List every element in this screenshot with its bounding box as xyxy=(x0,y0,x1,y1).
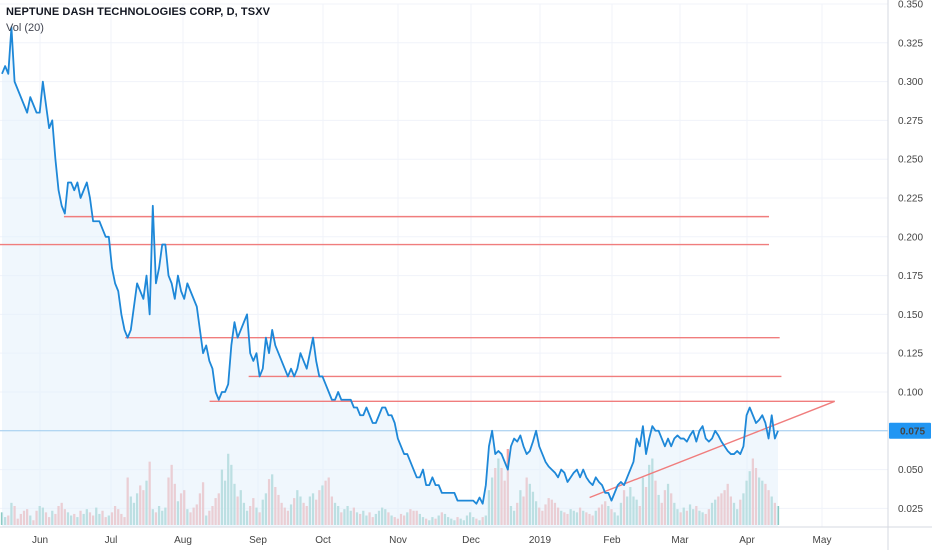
x-tick-label: Sep xyxy=(249,535,267,546)
price-series xyxy=(1,26,779,505)
y-tick-label: 0.300 xyxy=(898,77,923,88)
symbol-title: NEPTUNE DASH TECHNOLOGIES CORP, D, TSXV xyxy=(6,6,271,18)
y-tick-label: 0.275 xyxy=(898,116,923,127)
y-tick-label: 0.175 xyxy=(898,271,923,282)
y-tick-label: 0.125 xyxy=(898,349,923,360)
trend-line xyxy=(589,400,835,499)
y-tick-label: 0.250 xyxy=(898,155,923,166)
last-price-badge xyxy=(889,422,931,439)
x-tick-label: Dec xyxy=(462,535,480,546)
chart-legend: NEPTUNE DASH TECHNOLOGIES CORP, D, TSXV … xyxy=(6,6,270,34)
volume-bar xyxy=(0,512,4,525)
x-tick-label: Jul xyxy=(105,535,118,546)
y-tick-label: 0.200 xyxy=(898,232,923,243)
x-tick-label: Feb xyxy=(603,535,621,546)
y-tick-label: 0.025 xyxy=(898,504,923,515)
x-tick-label: Apr xyxy=(739,535,755,546)
x-tick-label: Mar xyxy=(671,535,689,546)
y-tick-label: 0.050 xyxy=(898,465,923,476)
last-price-label: 0.075 xyxy=(900,426,925,437)
y-tick-label: 0.350 xyxy=(898,0,923,11)
x-tick-label: Aug xyxy=(174,535,192,546)
y-tick-label: 0.150 xyxy=(898,310,923,321)
price-line xyxy=(1,26,779,505)
volume-indicator-label: Vol (20) xyxy=(6,22,44,34)
x-tick-label: Nov xyxy=(389,535,407,546)
x-tick-label: 2019 xyxy=(529,535,552,546)
y-tick-label: 0.100 xyxy=(898,387,923,398)
price-area xyxy=(2,27,778,528)
y-tick-label: 0.225 xyxy=(898,193,923,204)
x-tick-label: Jun xyxy=(32,535,48,546)
y-tick-label: 0.325 xyxy=(898,38,923,49)
x-tick-label: Oct xyxy=(315,535,331,546)
price-area-fill xyxy=(2,27,778,528)
x-tick-label: May xyxy=(813,535,832,546)
resistance-lines xyxy=(0,215,888,499)
